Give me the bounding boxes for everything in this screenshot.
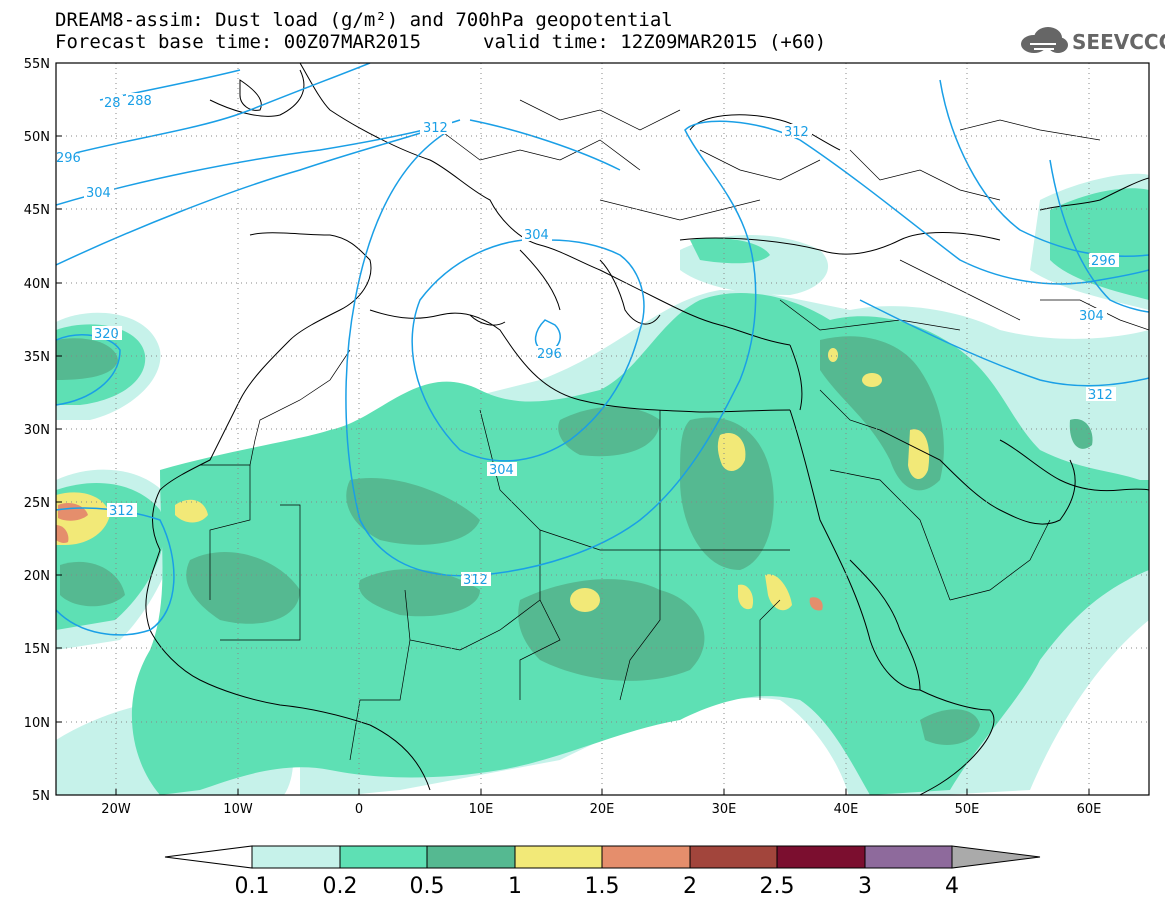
colorbar-segment xyxy=(601,845,691,869)
logo-text: SEEVCCC xyxy=(1072,30,1165,54)
colorbar-tick: 2 xyxy=(683,874,697,899)
colorbar-tick: 1.5 xyxy=(585,874,620,899)
contour-label: 320 xyxy=(94,327,119,342)
seevccc-logo: SEEVCCC xyxy=(1016,26,1165,58)
lat-label: 35N xyxy=(24,350,50,365)
contour-label: 304 xyxy=(86,186,111,201)
colorbar-arrow-right xyxy=(951,845,1041,869)
colorbar-tick: 3 xyxy=(858,874,872,899)
valid-time: valid time: 12Z09MAR2015 (+60) xyxy=(483,31,827,53)
colorbar xyxy=(164,845,1041,869)
colorbar-segment xyxy=(864,845,953,869)
colorbar-tick: 4 xyxy=(945,874,959,899)
contour-label: 312 xyxy=(784,125,809,140)
contour-label: 296 xyxy=(1091,254,1116,269)
contour-label: 288 xyxy=(127,94,152,109)
dust-layer-dark xyxy=(56,336,1093,745)
colorbar-segment xyxy=(776,845,866,869)
lon-label: 30E xyxy=(712,802,737,817)
map-area: 28 288 296 312 304 304 320 296 312 304 3… xyxy=(56,63,1149,795)
colorbar-tick: 2.5 xyxy=(760,874,795,899)
colorbar-segment xyxy=(251,845,341,869)
lat-label: 30N xyxy=(24,423,50,438)
forecast-time-line: Forecast base time: 00Z07MAR2015 valid ti… xyxy=(55,31,826,53)
longitude-labels: 20W 10W 0 10E 20E 30E 40E 50E 60E xyxy=(101,802,1101,817)
contour-label: 296 xyxy=(537,347,562,362)
contour-label: 312 xyxy=(423,121,448,136)
contour-label: 304 xyxy=(524,228,549,243)
colorbar-tick: 1 xyxy=(508,874,522,899)
axis-ticks xyxy=(56,62,1090,796)
colorbar-arrow-left xyxy=(164,845,253,869)
map-title: DREAM8-assim: Dust load (g/m²) and 700hP… xyxy=(55,9,673,31)
lon-label: 10W xyxy=(223,802,253,817)
lat-label: 45N xyxy=(24,203,50,218)
colorbar-tick: 0.2 xyxy=(323,874,358,899)
lon-label: 50E xyxy=(955,802,980,817)
lon-label: 0 xyxy=(355,802,363,817)
cloud-icon xyxy=(1021,27,1068,53)
contour-label: 304 xyxy=(489,463,514,478)
contour-label: 312 xyxy=(1088,388,1113,403)
colorbar-ticks: 0.1 0.2 0.5 1 1.5 2 2.5 3 4 xyxy=(235,874,960,899)
lon-label: 60E xyxy=(1077,802,1102,817)
contour-label: 28 xyxy=(104,96,121,111)
colorbar-segment xyxy=(339,845,428,869)
lat-label: 40N xyxy=(24,277,50,292)
lon-label: 10E xyxy=(469,802,494,817)
lat-label: 5N xyxy=(32,789,50,804)
lat-label: 50N xyxy=(24,130,50,145)
coastlines xyxy=(145,63,1149,795)
graticule xyxy=(56,63,1149,795)
colorbar-segment xyxy=(689,845,778,869)
lat-label: 15N xyxy=(24,642,50,657)
lat-label: 25N xyxy=(24,496,50,511)
colorbar-segment xyxy=(514,845,603,869)
contour-label: 296 xyxy=(56,151,81,166)
base-time: Forecast base time: 00Z07MAR2015 xyxy=(55,31,422,53)
lon-label: 20E xyxy=(590,802,615,817)
contour-label: 312 xyxy=(463,573,488,588)
contour-label: 304 xyxy=(1079,309,1104,324)
dust-layer-orange xyxy=(56,503,823,611)
colorbar-segment xyxy=(426,845,516,869)
lon-label: 20W xyxy=(101,802,131,817)
latitude-labels: 55N 50N 45N 40N 35N 30N 25N 20N 15N 10N … xyxy=(24,57,50,804)
contour-label: 312 xyxy=(109,504,134,519)
lon-label: 40E xyxy=(834,802,859,817)
lat-label: 10N xyxy=(24,716,50,731)
colorbar-tick: 0.5 xyxy=(410,874,445,899)
contour-label-group: 28 288 296 312 304 304 320 296 312 304 3… xyxy=(56,93,1119,588)
lat-label: 55N xyxy=(24,57,50,72)
lat-label: 20N xyxy=(24,569,50,584)
colorbar-tick: 0.1 xyxy=(235,874,270,899)
